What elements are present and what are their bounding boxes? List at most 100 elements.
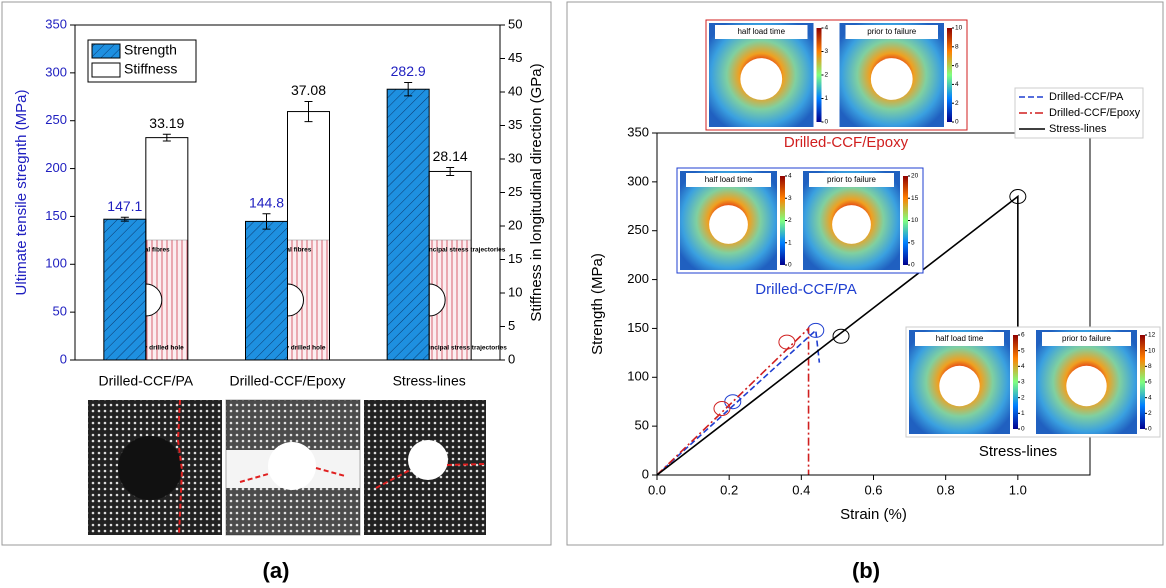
y2-tick-label: 50 [508, 16, 522, 31]
colorbar-tick-label: 8 [955, 44, 959, 51]
x-tick-label: 0.0 [648, 482, 666, 497]
y2-tick-label: 40 [508, 83, 522, 98]
contour-hole [939, 365, 980, 407]
colorbar-tick-label: 4 [955, 81, 959, 88]
colorbar-tick-label: 1 [788, 239, 792, 246]
y-tick-label: 200 [45, 160, 67, 175]
y-tick-label: 100 [45, 256, 67, 271]
contour-label: half load time [705, 175, 753, 184]
panel-frame [566, 1, 1164, 546]
contour-label: prior to failure [1062, 334, 1111, 343]
colorbar-tick-label: 15 [911, 195, 919, 202]
legend-label: Stress-lines [1049, 123, 1107, 135]
axes-frame [74, 24, 501, 361]
contour-label-box [809, 173, 894, 187]
contour-hole [832, 205, 871, 244]
contour-label: half load time [936, 334, 984, 343]
highlight-marker [832, 328, 850, 344]
colorbar-tick-label: 6 [955, 62, 959, 69]
inset-annotation: Maximum principal stress trajectories [390, 345, 507, 352]
colorbar [903, 176, 908, 265]
colorbar-tick-label: 2 [1148, 410, 1152, 417]
y2-tick-label: 30 [508, 150, 522, 165]
x-tick-label: Drilled-CCF/PA [99, 373, 194, 389]
error-bar [120, 216, 129, 222]
axes-frame [656, 132, 1091, 476]
contour-label-box [715, 25, 808, 39]
colorbar-tick-label: 6 [1148, 379, 1152, 386]
bar [103, 218, 147, 361]
bar [145, 137, 189, 361]
panel-label: (b) [852, 558, 880, 583]
highlight-marker [713, 401, 731, 417]
bar [245, 220, 288, 361]
legend-label: Strength [124, 42, 177, 58]
error-bar [404, 82, 413, 97]
colorbar-tick-label: 10 [1148, 347, 1156, 354]
error-bar [304, 101, 313, 123]
inset-title: Drilled-CCF/Epoxy [784, 134, 909, 151]
colorbar-tick-label: 3 [788, 195, 792, 202]
y-tick-label: 50 [53, 304, 67, 319]
y-tick-label: 100 [627, 369, 649, 384]
colorbar-tick-label: 6 [1021, 332, 1025, 339]
error-bar [162, 133, 171, 142]
y-tick-label: 0 [60, 351, 67, 366]
x-tick-label: 0.8 [937, 482, 955, 497]
contour-label-box [1042, 332, 1131, 346]
colorbar-tick-label: 5 [911, 239, 915, 246]
y-tick-label: 150 [45, 208, 67, 223]
inset-title: Drilled-CCF/PA [755, 281, 856, 298]
colorbar-tick-label: 4 [1148, 394, 1152, 401]
y2-axis-label: Stiffness in longitudinal direction (GPa… [528, 63, 545, 321]
y-tick-label: 250 [627, 222, 649, 237]
y-tick-label: 300 [45, 64, 67, 79]
colorbar-tick-label: 0 [955, 119, 959, 126]
colorbar [947, 28, 952, 122]
series-line [656, 194, 1019, 476]
photos [88, 399, 487, 536]
x-tick-label: Stress-lines [393, 373, 466, 389]
series-line [656, 326, 810, 476]
legend-swatch [91, 62, 121, 78]
series-line [656, 328, 821, 476]
contour-hole [1066, 365, 1107, 407]
highlight-marker [1009, 189, 1027, 205]
value-label: 144.8 [249, 194, 284, 210]
contour-hole [709, 205, 748, 244]
colorbar-tick-label: 0 [911, 262, 915, 269]
error-bar [262, 213, 271, 230]
colorbar-tick-label: 5 [1021, 347, 1025, 354]
y2-tick-label: 0 [508, 351, 515, 366]
contour-hole [740, 58, 783, 100]
x-axis-label: Strain (%) [840, 506, 907, 523]
colorbar-tick-label: 0 [825, 119, 829, 126]
y-tick-label: 0 [642, 466, 649, 481]
colorbar-tick-label: 10 [955, 25, 963, 32]
panel-frame [1, 1, 552, 546]
x-tick-label: 0.4 [792, 482, 810, 497]
y-tick-label: 200 [627, 271, 649, 286]
contour-hole [870, 58, 913, 100]
colorbar-tick-label: 0 [788, 262, 792, 269]
bar [386, 88, 430, 361]
y2-tick-label: 20 [508, 217, 522, 232]
contour-label-box [845, 25, 938, 39]
panel-label: (a) [263, 558, 290, 583]
inset-annotation: Minimum principal stress trajectories [390, 247, 506, 254]
legend-label: Stiffness [124, 61, 177, 77]
highlight-marker [778, 334, 796, 350]
colorbar [1013, 335, 1018, 429]
colorbar-tick-label: 0 [1148, 426, 1152, 433]
colorbar-tick-label: 2 [825, 72, 829, 79]
y2-tick-label: 45 [508, 50, 522, 65]
colorbar-tick-label: 4 [788, 173, 792, 180]
colorbar-tick-label: 2 [1021, 394, 1025, 401]
colorbar-tick-label: 3 [1021, 379, 1025, 386]
colorbar [1140, 335, 1145, 429]
value-label: 33.19 [149, 115, 184, 131]
colorbar-tick-label: 12 [1148, 332, 1156, 339]
bar [287, 111, 330, 361]
x-tick-label: Drilled-CCF/Epoxy [230, 373, 346, 389]
